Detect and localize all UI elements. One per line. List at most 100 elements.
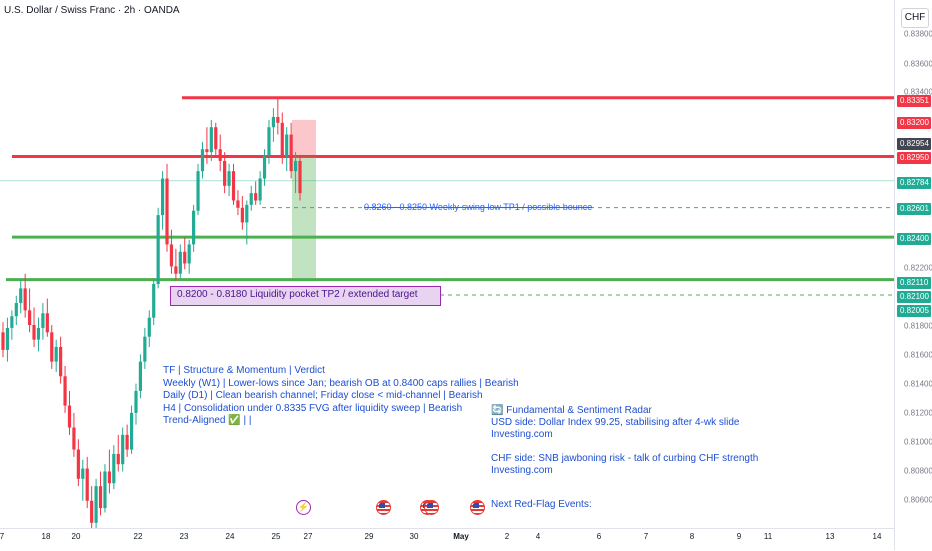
time-axis[interactable]: 7 18 20 22 23 24 25 27 29 30 May 2 4 6 7… xyxy=(0,528,894,551)
next-events-label: Next Red-Flag Events: xyxy=(491,499,592,510)
price-tick: 0.80800 xyxy=(904,466,932,476)
candle-body xyxy=(200,149,205,172)
candlestick-chart[interactable] xyxy=(0,0,894,528)
radar-usd-source: Investing.com xyxy=(491,429,553,440)
time-label: 24 xyxy=(225,532,235,541)
trend-table: TF | Structure & Momentum | Verdict Week… xyxy=(163,365,519,428)
candle-body xyxy=(116,453,120,465)
candle-body xyxy=(205,149,209,153)
price-badge: 0.82005 xyxy=(897,305,931,317)
time-label: 9 xyxy=(736,532,742,541)
time-label: 27 xyxy=(303,532,313,541)
price-badge: 0.83200 xyxy=(897,117,931,129)
candle-body xyxy=(112,453,116,484)
radar-chf-source: Investing.com xyxy=(491,465,553,476)
candle-body xyxy=(165,178,169,245)
us-flag-icon[interactable] xyxy=(470,500,485,515)
table-row: H4 | Consolidation under 0.8335 FVG afte… xyxy=(163,402,463,414)
time-label: 14 xyxy=(872,532,882,541)
tp2-zone-label[interactable]: 0.8200 - 0.8180 Liquidity pocket TP2 / e… xyxy=(170,286,441,306)
time-label: May xyxy=(453,532,469,541)
candle-body xyxy=(160,178,165,216)
candle-body xyxy=(32,325,36,340)
candle-body xyxy=(138,361,143,391)
candle-body xyxy=(276,116,280,123)
price-badge: 0.82784 xyxy=(897,177,931,189)
candle-body xyxy=(107,471,111,484)
price-tick: 0.81600 xyxy=(904,350,932,360)
time-label: 13 xyxy=(825,532,835,541)
price-tick: 0.81800 xyxy=(904,321,932,331)
candle-body xyxy=(1,332,5,350)
candle-body xyxy=(267,127,271,156)
table-row: TF | Structure & Momentum | Verdict xyxy=(163,365,325,376)
candle-body xyxy=(129,412,134,450)
candle-body xyxy=(143,336,147,362)
candle-body xyxy=(63,376,67,406)
time-label: 8 xyxy=(689,532,695,541)
price-badge: 0.82100 xyxy=(897,291,931,303)
radar-chf: CHF side: SNB jawboning risk - talk of c… xyxy=(491,453,759,464)
candle-body xyxy=(41,313,45,328)
candle-body xyxy=(19,288,23,304)
time-label: 20 xyxy=(71,532,81,541)
us-flag-icon[interactable] xyxy=(376,500,391,515)
price-badge: 0.82950 xyxy=(897,152,931,164)
candle-body xyxy=(23,288,27,311)
candle-body xyxy=(54,346,58,362)
price-badge: 0.82954 xyxy=(897,138,931,150)
candle-body xyxy=(14,303,18,317)
time-label: 29 xyxy=(364,532,374,541)
time-label: 23 xyxy=(179,532,189,541)
candle-body xyxy=(121,434,125,465)
candle-body xyxy=(50,332,54,362)
candle-body xyxy=(245,204,249,223)
time-label: 4 xyxy=(535,532,541,541)
candle-body xyxy=(218,149,222,161)
candle-body xyxy=(134,390,138,413)
candle-body xyxy=(5,327,10,350)
time-label: 7 xyxy=(0,532,5,541)
candle-body xyxy=(45,313,49,333)
candle-body xyxy=(156,215,160,284)
candle-body xyxy=(103,471,107,509)
candle-body xyxy=(187,244,191,264)
symbol-title[interactable]: U.S. Dollar / Swiss Franc · 2h · OANDA xyxy=(4,5,180,16)
flash-icon[interactable]: ⚡ xyxy=(296,500,311,515)
candle-body xyxy=(76,449,80,479)
time-label: 25 xyxy=(271,532,281,541)
radar-usd: USD side: Dollar Index 99.25, stabilisin… xyxy=(491,417,740,428)
time-label: 7 xyxy=(643,532,649,541)
candle-body xyxy=(192,210,196,245)
radar-title: 🔄 Fundamental & Sentiment Radar xyxy=(491,405,652,416)
price-tick: 0.83600 xyxy=(904,59,932,69)
candle-body xyxy=(236,200,240,208)
candle-body xyxy=(36,327,41,340)
candle-body xyxy=(94,486,98,523)
price-badge: 0.82400 xyxy=(897,233,931,245)
candle-body xyxy=(152,283,156,318)
price-axis[interactable]: CHF 0.83800 0.83600 0.83400 0.82200 0.81… xyxy=(894,0,932,550)
candle-body xyxy=(59,346,63,377)
price-badge: 0.82110 xyxy=(897,277,931,289)
candle-body xyxy=(196,171,200,211)
time-label: 22 xyxy=(133,532,143,541)
stop-loss-zone xyxy=(292,119,316,157)
time-label: 11 xyxy=(763,532,773,541)
chart-area[interactable]: U.S. Dollar / Swiss Franc · 2h · OANDA 0… xyxy=(0,0,894,528)
candle-body xyxy=(98,486,103,509)
tp1-annotation[interactable]: 0.8260 - 0.8250 Weekly-swing low TP1 / p… xyxy=(364,202,593,212)
candle-body xyxy=(169,244,174,267)
price-tick: 0.80600 xyxy=(904,495,932,505)
candle-body xyxy=(67,405,72,428)
candle-body xyxy=(262,155,267,179)
price-tick: 0.81400 xyxy=(904,379,932,389)
candle-body xyxy=(231,171,236,201)
us-flag-icon[interactable] xyxy=(424,500,439,515)
candle-body xyxy=(223,160,227,186)
time-label: 6 xyxy=(596,532,602,541)
candle-body xyxy=(178,251,182,274)
currency-button[interactable]: CHF xyxy=(901,8,929,28)
candle-body xyxy=(174,266,178,274)
time-label: 18 xyxy=(41,532,51,541)
